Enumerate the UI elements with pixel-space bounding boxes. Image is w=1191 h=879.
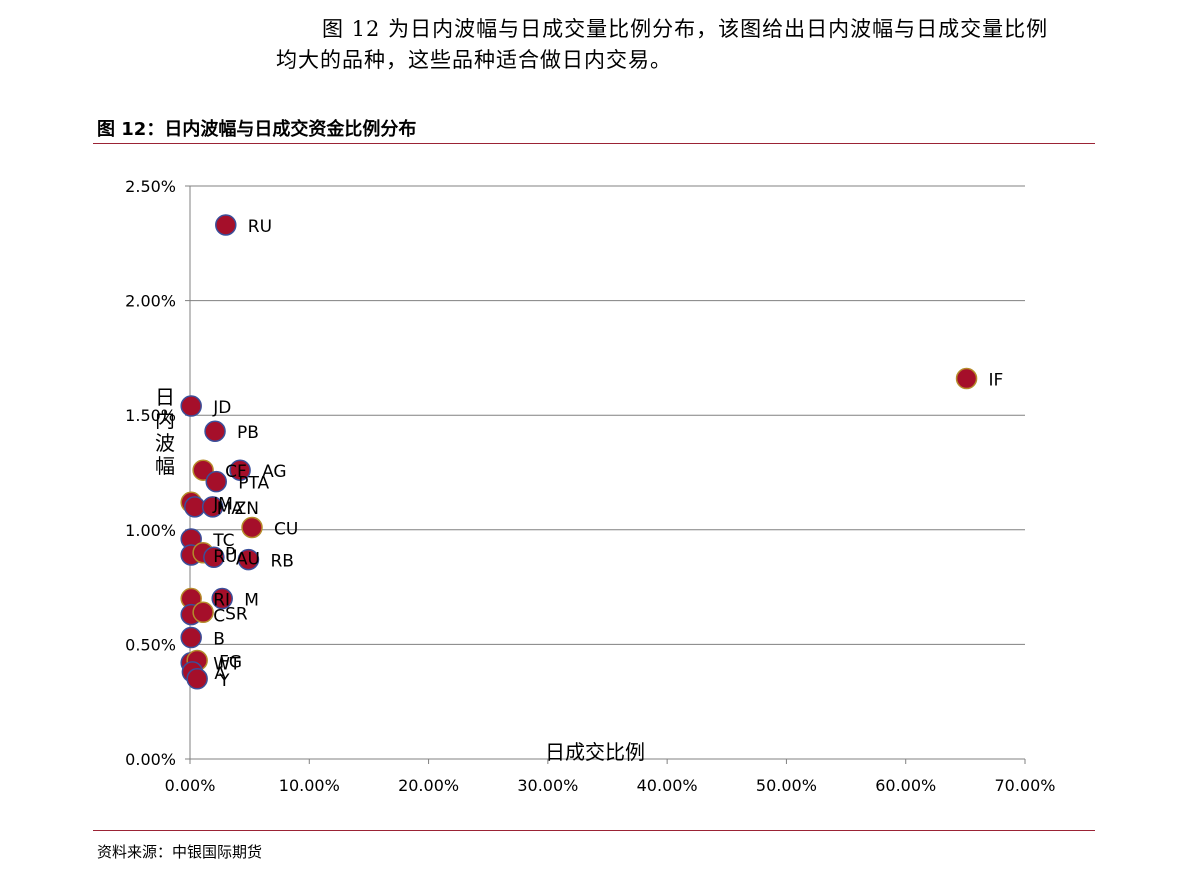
data-point <box>955 367 978 390</box>
data-point <box>201 496 224 518</box>
point-label: JD <box>212 398 231 418</box>
point-label: C <box>213 607 225 627</box>
top-rule <box>93 143 1095 144</box>
point-label: CU <box>274 520 298 540</box>
x-tick-label: 40.00% <box>637 776 698 795</box>
figure-title: 图 12：日内波幅与日成交资金比例分布 <box>97 119 417 140</box>
y-tick-label: 1.50% <box>125 406 176 425</box>
point-label: WT <box>213 655 241 675</box>
point-label: FG <box>219 652 242 672</box>
point-label: PTA <box>238 474 269 494</box>
data-point <box>205 470 227 493</box>
y-axis-title: 日内波幅 <box>155 385 175 478</box>
x-tick-label: 20.00% <box>398 776 459 795</box>
point-label: A <box>214 664 226 684</box>
y-tick-label: 2.50% <box>125 177 176 196</box>
data-point <box>180 626 202 649</box>
point-label: RI <box>213 591 230 611</box>
data-points <box>180 214 978 690</box>
x-tick-label: 70.00% <box>994 776 1055 795</box>
data-point <box>241 516 263 539</box>
data-point <box>203 546 225 569</box>
x-tick-label: 10.00% <box>279 776 340 795</box>
x-axis-title: 日成交比例 <box>545 740 645 764</box>
point-label: M <box>244 591 259 611</box>
point-label: TC <box>212 531 234 551</box>
source-note: 资料来源：中银国际期货 <box>97 843 263 861</box>
point-label: CF <box>225 462 247 482</box>
point-label: RU <box>213 547 237 567</box>
point-label: RB <box>270 552 293 572</box>
data-point <box>237 548 260 571</box>
point-label: AG <box>262 462 287 482</box>
point-label: P <box>225 545 235 565</box>
tick-labels: 0.00% 0.50% 1.00% 1.50% 2.00% 2.50% 0.00% 10.00… <box>125 177 1055 795</box>
data-point <box>192 601 214 624</box>
intro-line-2: 均大的品种，这些品种适合做日内交易。 <box>276 48 672 72</box>
y-tick-label: 1.00% <box>125 521 176 540</box>
bottom-rule <box>93 830 1095 831</box>
axes <box>185 185 1026 764</box>
y-tick-label: 0.00% <box>125 750 176 769</box>
point-label: MA <box>217 499 244 519</box>
intro-line-1: 图 12 为日内波幅与日成交量比例分布，该图给出日内波幅与日成交量比例 <box>322 17 1049 41</box>
data-point <box>229 459 251 481</box>
data-point <box>186 668 208 690</box>
grid-lines <box>190 185 1025 645</box>
point-label: RU <box>248 217 272 237</box>
data-point <box>211 587 233 610</box>
point-label: ZN <box>235 499 259 519</box>
data-point <box>180 395 202 417</box>
x-tick-label: 50.00% <box>756 776 817 795</box>
data-point <box>204 420 226 442</box>
y-tick-label: 2.00% <box>125 292 176 311</box>
point-label: PB <box>237 423 259 443</box>
point-label: IF <box>989 371 1004 391</box>
point-label: AU <box>236 549 260 569</box>
x-tick-label: 60.00% <box>875 776 936 795</box>
data-point <box>184 496 206 518</box>
y-tick-label: 0.50% <box>125 635 176 654</box>
point-label: Y <box>218 671 230 691</box>
point-label: SR <box>225 604 248 624</box>
x-tick-label: 30.00% <box>517 776 578 795</box>
intro-paragraph: 图 12 为日内波幅与日成交量比例分布，该图给出日内波幅与日成交量比例 均大的品… <box>276 14 1106 76</box>
x-tick-label: 0.00% <box>165 776 216 795</box>
point-label: JM <box>212 494 233 514</box>
point-label: B <box>213 630 225 650</box>
data-point <box>215 214 237 236</box>
